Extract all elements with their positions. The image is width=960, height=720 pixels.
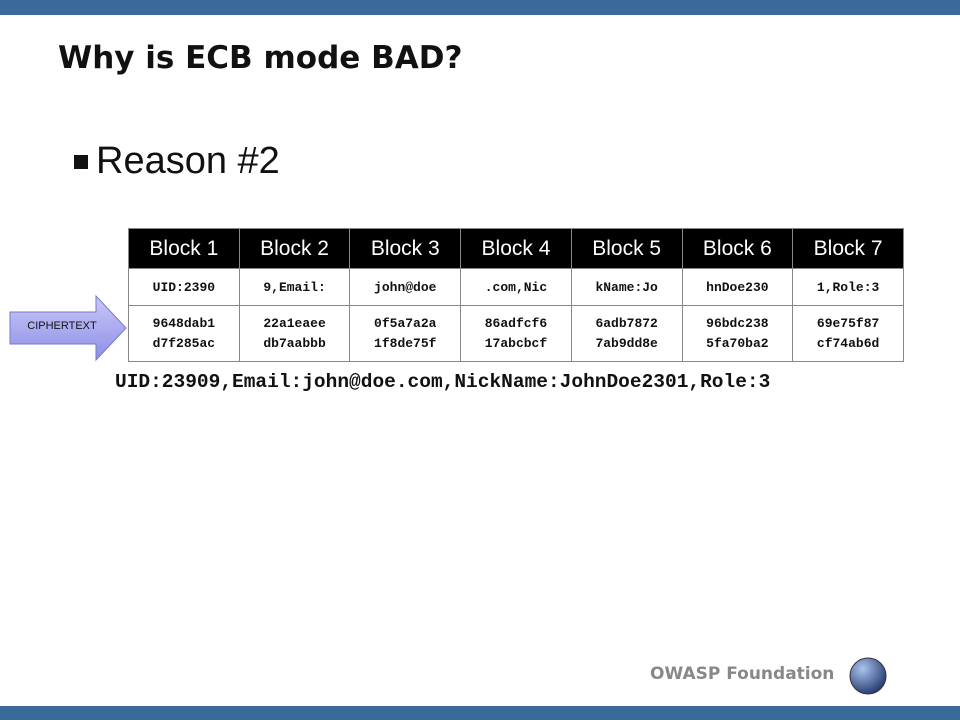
header-cell: Block 5 [570,228,683,269]
cipher-line: cf74ab6d [816,335,880,351]
ciphertext-cell: 96bdc238 5fa70ba2 [681,305,794,362]
plaintext-cell: UID:2390 [128,268,240,306]
plaintext-cell: john@doe [349,268,462,306]
cipher-line: d7f285ac [152,335,216,351]
footer: OWASP Foundation [650,664,835,684]
slide-title: Why is ECB mode BAD? [58,40,463,76]
arrow [9,294,127,362]
header-row: Block 1 Block 2 Block 3 Block 4 Block 5 Block… [128,228,904,269]
header-cell: Block 7 [792,228,904,269]
cipher-line: 6adb7872 [595,315,658,331]
arrow-label: CIPHERTEXT [27,320,97,332]
bottom-bar [0,706,960,720]
bullet-text: Reason #2 [96,140,280,182]
ciphertext-cell: 69e75f87 cf74ab6d [792,305,904,362]
cipher-line: 86adfcf6 [484,315,548,331]
cipher-line: 7ab9dd8e [595,335,658,351]
cipher-line: 17abcbcf [484,335,548,351]
plaintext-cell: .com,Nic [460,268,572,306]
header-cell: Block 6 [681,228,794,269]
plaintext-row: UID:2390 9,Email: john@doe .com,Nic kName:Jo… [128,268,904,306]
header-cell: Block 4 [460,228,572,269]
header-cell: Block 3 [349,228,462,269]
logo [849,657,887,695]
ciphertext-cell: 86adfcf6 17abcbcf [460,305,572,362]
ciphertext-row: 9648dab1 d7f285ac 22a1eaee db7aabbb 0f5a7a2a… [128,305,904,362]
top-bar [0,0,960,15]
plaintext-cell: kName:Jo [570,268,683,306]
header-cell: Block 2 [238,228,351,269]
cipher-line: 22a1eaee [263,315,326,331]
cipher-line: 69e75f87 [816,315,880,331]
cipher-line: 96bdc238 [706,315,769,331]
ciphertext-cell: 22a1eaee db7aabbb [238,305,351,362]
plaintext-string: UID:23909,Email:john@doe.com,NickName:Jo… [115,371,771,393]
plaintext-cell: 9,Email: [238,268,351,306]
ciphertext-cell: 9648dab1 d7f285ac [128,305,240,362]
block-table: Block 1 Block 2 Block 3 Block 4 Block 5 Block… [128,228,904,362]
bullet-marker [74,155,88,169]
cipher-line: 1f8de75f [374,335,437,351]
cipher-line: 9648dab1 [152,315,216,331]
ciphertext-cell: 6adb7872 7ab9dd8e [570,305,683,362]
cipher-line: 5fa70ba2 [706,335,769,351]
ciphertext-cell: 0f5a7a2a 1f8de75f [349,305,462,362]
plaintext-cell: hnDoe230 [681,268,794,306]
plaintext-cell: 1,Role:3 [792,268,904,306]
cipher-line: 0f5a7a2a [374,315,437,331]
header-cell: Block 1 [128,228,240,269]
cipher-line: db7aabbb [263,335,326,351]
